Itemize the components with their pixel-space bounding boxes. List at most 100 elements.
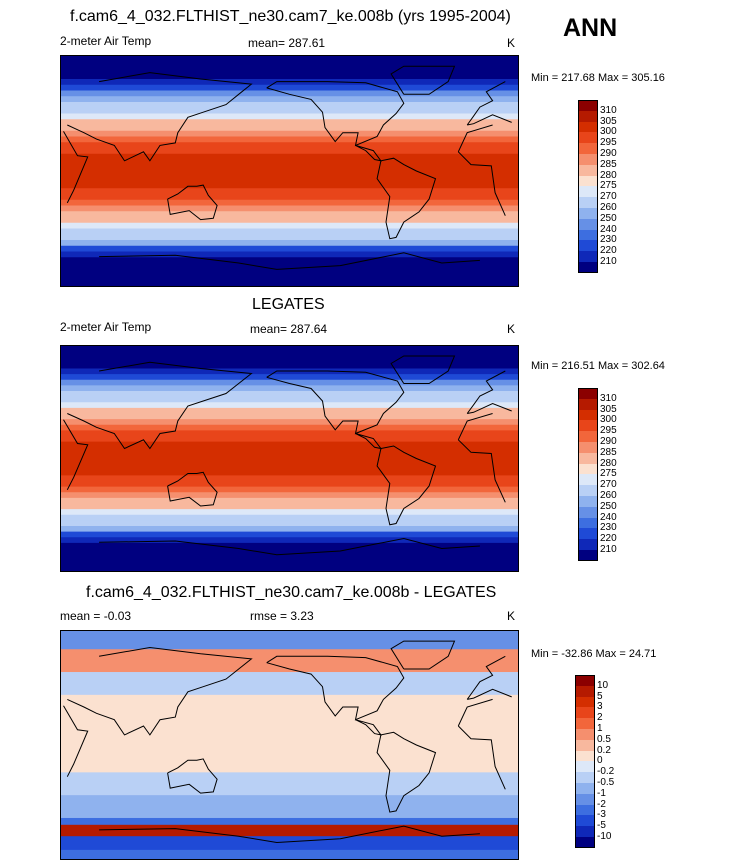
temperature-band <box>61 436 518 443</box>
coastline <box>376 157 437 240</box>
colorbar-tick-label: -5 <box>597 820 606 832</box>
coastline <box>99 825 480 844</box>
colorbar-tick-label: 305 <box>600 115 617 127</box>
panel3-minmax-label: Min = -32.86 Max = 24.71 <box>531 648 657 660</box>
temperature-band <box>61 351 518 358</box>
difference-band <box>61 849 518 859</box>
coastline <box>67 646 512 736</box>
colorbar-tick-label: -0.5 <box>597 777 615 788</box>
colorbar-tick-label: 290 <box>600 436 617 447</box>
panel2-units-label: K <box>507 322 516 336</box>
temperature-band <box>61 257 518 264</box>
coastline <box>390 640 456 670</box>
temperature-band <box>61 194 518 201</box>
temperature-band <box>61 452 518 460</box>
season-label: ANN <box>563 14 618 42</box>
temperature-band <box>61 357 518 364</box>
colorbar-tick-label: 0.2 <box>597 744 611 756</box>
coastline <box>67 361 512 450</box>
colorbar-tick-label: -0.2 <box>597 766 615 778</box>
panel3-title: f.cam6_4_032.FLTHIST_ne30.cam7_ke.008b -… <box>86 584 497 601</box>
difference-band <box>61 631 518 650</box>
temperature-band <box>61 107 518 115</box>
temperature-band <box>61 102 518 109</box>
temperature-band <box>61 385 518 392</box>
coastline <box>167 471 218 507</box>
colorbar-tick-label: -10 <box>597 831 612 842</box>
colorbar-tick-label: 5 <box>597 690 603 702</box>
colorbar-tick-label: 1 <box>597 723 603 734</box>
coastline <box>390 65 456 95</box>
colorbar-frame <box>575 675 595 848</box>
temperature-band <box>61 217 518 224</box>
temperature-band <box>61 407 518 415</box>
temperature-band <box>61 396 518 403</box>
temperature-band <box>61 165 518 172</box>
temperature-band <box>61 486 518 493</box>
colorbar-tick-label: 275 <box>600 468 617 480</box>
colorbar-tick-label: 280 <box>600 457 617 469</box>
colorbar-tick-label: -2 <box>597 798 606 810</box>
temperature-band <box>61 346 518 353</box>
temperature-band <box>61 234 518 241</box>
temperature-band <box>61 492 518 499</box>
colorbar-tick-label: 250 <box>600 212 617 224</box>
coastline <box>63 124 506 216</box>
difference-band <box>61 817 518 826</box>
colorbar-tick-label: 300 <box>600 414 617 426</box>
difference-band <box>61 672 518 696</box>
temperature-band <box>61 419 518 426</box>
diff-map-panel <box>60 630 519 860</box>
temperature-band <box>61 148 518 155</box>
panel1-units-label: K <box>507 36 516 50</box>
temperature-band <box>61 374 518 381</box>
temperature-band <box>61 125 518 132</box>
temperature-band <box>61 176 518 184</box>
panel3-mean-label: mean = -0.03 <box>60 609 132 623</box>
colorbar-tick-label: 210 <box>600 544 617 555</box>
coastline <box>355 719 383 736</box>
temperature-band <box>61 441 518 448</box>
temperature-band <box>61 96 518 103</box>
colorbar-tick-label: 260 <box>600 490 617 501</box>
model-temperature-map <box>61 56 518 286</box>
model-map-panel <box>60 55 519 287</box>
colorbar-tick-label: 290 <box>600 148 617 159</box>
colorbar-tick-label: 230 <box>600 234 617 246</box>
colorbar-frame <box>578 100 598 273</box>
temperature-band <box>61 182 518 189</box>
coastline <box>376 731 437 813</box>
temperature-band <box>61 240 518 247</box>
temperature-band <box>61 251 518 258</box>
temperature-band <box>61 402 518 409</box>
temperature-band <box>61 424 518 431</box>
colorbar-tick-label: 220 <box>600 533 617 545</box>
temperature-band <box>61 67 518 74</box>
obs-temperature-map <box>61 346 518 571</box>
colorbar-tick-label: 250 <box>600 500 617 512</box>
temperature-band <box>61 458 518 465</box>
temperature-band <box>61 368 518 375</box>
difference-band <box>61 824 518 837</box>
temperature-band <box>61 79 518 86</box>
temperature-band <box>61 430 518 437</box>
colorbar-tick-label: 295 <box>600 137 617 149</box>
colorbar-frame <box>578 388 598 561</box>
coastline <box>63 698 506 790</box>
colorbar-tick-label: 0 <box>597 755 603 767</box>
colorbar-tick-label: 310 <box>600 392 617 404</box>
difference-band <box>61 772 518 796</box>
panel1-minmax-label: Min = 217.68 Max = 305.16 <box>531 72 665 84</box>
colorbar-tick-label: 305 <box>600 403 617 415</box>
temperature-band <box>61 274 518 281</box>
coastline <box>355 144 383 162</box>
temperature-band <box>61 205 518 212</box>
temperature-band <box>61 469 518 476</box>
temperature-band <box>61 245 518 253</box>
colorbar-tick-label: 300 <box>600 126 617 138</box>
temperature-band <box>61 153 518 161</box>
temperature-band <box>61 565 518 571</box>
temperature-band <box>61 136 518 143</box>
temperature-band <box>61 159 518 166</box>
coastline <box>167 758 218 794</box>
